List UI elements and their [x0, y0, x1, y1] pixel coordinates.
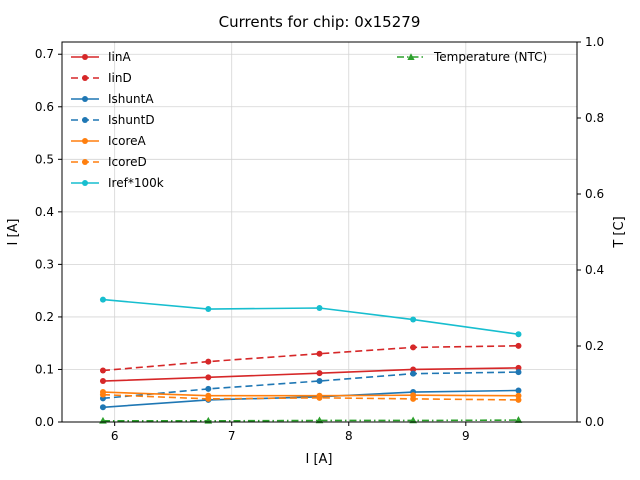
y-left-tick-label: 0.0 [35, 415, 54, 429]
legend-item: IinD [70, 67, 164, 88]
marker-IshuntD [316, 378, 323, 385]
marker-IshuntD [410, 370, 417, 377]
marker-Temperature (NTC) [514, 416, 523, 423]
legend-item: IcoreA [70, 130, 164, 151]
legend-label: IshuntD [108, 112, 155, 127]
marker-IcoreD [205, 395, 212, 402]
plot-area: 6 7 8 9 0.0 0.1 0.2 0.3 0.4 0.5 0.6 0.7 0.0 0.2 0.4 0.6… [35, 35, 604, 443]
y-left-tick-label: 0.1 [35, 362, 54, 376]
marker-Iref*100k [515, 331, 522, 338]
marker-Iref*100k [99, 296, 106, 303]
y-axis-left-label: I [A] [6, 218, 21, 245]
legend-line-sample [71, 53, 99, 60]
legend-item: Iref*100k [70, 172, 164, 193]
circle-marker-icon [82, 53, 88, 60]
marker-Iref*100k [205, 306, 212, 313]
marker-Iref*100k [316, 304, 323, 311]
plot-border [61, 41, 578, 423]
y-right-tick-label: 1.0 [585, 35, 604, 49]
series-line-IinD [102, 345, 519, 372]
x-tick-label: 8 [345, 429, 353, 443]
marker-IinA [205, 374, 212, 381]
marker-IinA [316, 370, 323, 377]
y-right-tick-label: 0.4 [585, 263, 604, 277]
series-line-Temperature (NTC) [102, 419, 519, 422]
marker-IcoreD [99, 391, 106, 398]
y-left-tick-label: 0.2 [35, 310, 54, 324]
legend-line-sample [397, 52, 425, 60]
y-left-tick-label: 0.7 [35, 47, 54, 61]
y-right-tick-label: 0.2 [585, 339, 604, 353]
marker-IshuntD [205, 385, 212, 392]
circle-marker-icon [82, 158, 88, 165]
marker-IcoreD [316, 394, 323, 401]
legend-item: IshuntA [70, 88, 164, 109]
legend-item: IshuntD [70, 109, 164, 130]
y-left-tick-label: 0.4 [35, 205, 54, 219]
chart-title: Currents for chip: 0x15279 [218, 13, 421, 31]
marker-IinD [205, 358, 212, 365]
y-left-tick-label: 0.5 [35, 152, 54, 166]
marker-IshuntD [515, 369, 522, 376]
marker-IinD [410, 344, 417, 351]
legend-label: IinA [108, 49, 131, 64]
circle-marker-icon [82, 95, 88, 102]
series-line-IcoreA [102, 391, 519, 397]
legend-line-sample [71, 179, 99, 186]
x-tick-label: 6 [111, 429, 119, 443]
marker-IinD [316, 350, 323, 357]
legend-line-sample [71, 116, 99, 123]
legend-label: Temperature (NTC) [434, 49, 548, 64]
marker-IcoreD [410, 395, 417, 402]
legend-label: IshuntA [108, 91, 154, 106]
legend-line-sample [71, 158, 99, 165]
marker-IshuntA [515, 387, 522, 394]
legend-right: Temperature (NTC) [396, 46, 547, 67]
marker-IcoreD [515, 396, 522, 403]
legend-item: Temperature (NTC) [396, 46, 547, 67]
circle-marker-icon [82, 179, 88, 186]
legend-label: IcoreD [108, 154, 147, 169]
marker-IshuntA [99, 404, 106, 411]
legend-left: IinA IinD IshuntA IshuntD IcoreA IcoreD Iref*1… [70, 46, 164, 193]
x-tick-label: 9 [462, 429, 470, 443]
legend-label: Iref*100k [108, 175, 164, 190]
series-line-IcoreD [102, 393, 519, 401]
y-left-tick-label: 0.3 [35, 257, 54, 271]
legend-line-sample [71, 137, 99, 144]
marker-IcoreA [515, 392, 522, 399]
legend-label: IinD [108, 70, 132, 85]
legend-item: IcoreD [70, 151, 164, 172]
triangle-marker-icon [407, 52, 415, 60]
y-left-tick-label: 0.6 [35, 100, 54, 114]
marker-IinA [99, 378, 106, 385]
circle-marker-icon [82, 74, 88, 81]
y-right-tick-label: 0.6 [585, 187, 604, 201]
series-line-IshuntD [102, 371, 519, 400]
marker-IinD [99, 367, 106, 374]
circle-marker-icon [82, 137, 88, 144]
legend-line-sample [71, 74, 99, 81]
y-right-tick-label: 0.8 [585, 111, 604, 125]
legend-item: IinA [70, 46, 164, 67]
marker-IinA [410, 366, 417, 373]
x-axis-label: I [A] [305, 452, 332, 467]
x-tick-label: 7 [228, 429, 236, 443]
circle-marker-icon [82, 116, 88, 123]
marker-Iref*100k [410, 316, 417, 323]
y-right-tick-label: 0.0 [585, 415, 604, 429]
legend-line-sample [71, 95, 99, 102]
legend-label: IcoreA [108, 133, 146, 148]
marker-IinA [515, 364, 522, 371]
marker-IinD [515, 342, 522, 349]
y-axis-right-label: T [C] [612, 216, 627, 248]
